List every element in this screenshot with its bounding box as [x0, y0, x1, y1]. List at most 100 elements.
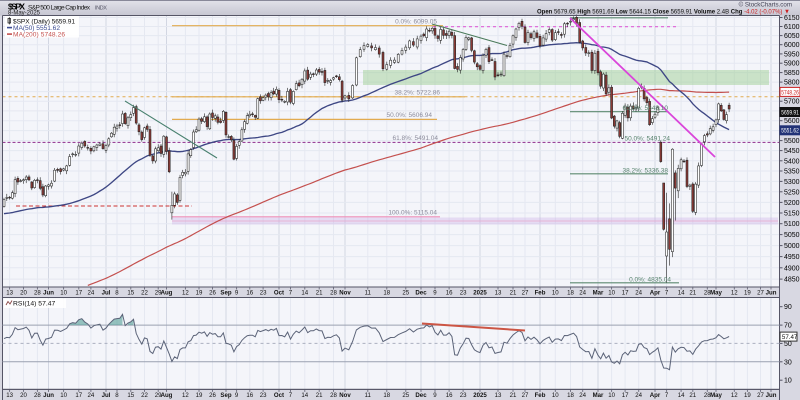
svg-text:15: 15 [127, 290, 134, 297]
svg-text:5748.26: 5748.26 [781, 89, 799, 96]
svg-text:6000: 6000 [784, 42, 800, 49]
svg-text:Dec: Dec [415, 392, 427, 399]
svg-text:Nov: Nov [339, 392, 351, 399]
svg-text:18: 18 [383, 290, 390, 297]
svg-text:21: 21 [510, 392, 517, 399]
svg-text:May: May [710, 392, 722, 399]
svg-text:5659.91: 5659.91 [781, 109, 799, 116]
svg-text:28: 28 [330, 392, 337, 399]
svg-text:5551.62: 5551.62 [781, 128, 799, 135]
svg-text:21: 21 [316, 392, 323, 399]
svg-text:8-May-2025: 8-May-2025 [8, 11, 41, 17]
svg-text:8: 8 [115, 290, 119, 297]
svg-text:23: 23 [260, 392, 267, 399]
svg-text:50.0%: 5491.24: 50.0%: 5491.24 [624, 136, 670, 143]
svg-text:Jun: Jun [766, 392, 777, 399]
svg-text:19: 19 [744, 290, 751, 297]
svg-text:5700: 5700 [784, 99, 800, 106]
svg-text:9: 9 [235, 290, 239, 297]
svg-text:61.8%: 5491.04: 61.8%: 5491.04 [392, 135, 438, 142]
svg-text:Aug: Aug [161, 290, 173, 297]
svg-text:18: 18 [567, 290, 574, 297]
svg-text:Dec: Dec [415, 290, 427, 297]
svg-text:26: 26 [209, 392, 216, 399]
svg-text:Jun: Jun [766, 290, 777, 297]
svg-text:16: 16 [246, 290, 253, 297]
svg-text:13: 13 [495, 392, 502, 399]
svg-text:25: 25 [402, 392, 409, 399]
svg-text:17: 17 [622, 392, 629, 399]
svg-text:5250: 5250 [784, 189, 800, 196]
svg-text:5100: 5100 [784, 221, 800, 228]
svg-text:17: 17 [622, 290, 629, 297]
svg-text:Apr: Apr [650, 290, 661, 297]
svg-text:23: 23 [260, 290, 267, 297]
svg-text:0.0%: 6099.05: 0.0%: 6099.05 [395, 19, 437, 26]
svg-text:5600: 5600 [784, 118, 800, 125]
svg-text:6050: 6050 [784, 33, 800, 40]
svg-text:10: 10 [608, 392, 615, 399]
svg-text:$SPX: $SPX [8, 2, 25, 12]
svg-text:5200: 5200 [784, 200, 800, 207]
svg-text:24: 24 [88, 290, 95, 297]
svg-text:S&P 500 Large Cap Index: S&P 500 Large Cap Index [28, 5, 91, 12]
svg-text:Oct: Oct [274, 392, 284, 399]
svg-text:5000: 5000 [784, 243, 800, 250]
svg-text:14: 14 [678, 290, 685, 297]
svg-text:14: 14 [678, 392, 685, 399]
svg-text:30: 30 [784, 359, 792, 366]
svg-text:Jul: Jul [102, 290, 111, 297]
svg-text:7: 7 [289, 290, 293, 297]
svg-text:9: 9 [433, 290, 437, 297]
svg-text:MA(50) 5551.62: MA(50) 5551.62 [13, 25, 60, 32]
svg-text:21: 21 [689, 392, 696, 399]
svg-text:Jun: Jun [43, 290, 54, 297]
svg-text:25: 25 [402, 290, 409, 297]
svg-text:18: 18 [567, 392, 574, 399]
svg-text:Feb: Feb [535, 290, 546, 297]
svg-text:Sep: Sep [220, 392, 231, 399]
svg-text:11: 11 [365, 392, 372, 399]
svg-text:50: 50 [784, 341, 792, 348]
svg-text:Mar: Mar [593, 392, 604, 399]
svg-text:Apr: Apr [650, 392, 661, 399]
svg-text:14: 14 [301, 290, 308, 297]
svg-text:90: 90 [784, 304, 792, 311]
svg-text:10: 10 [552, 290, 559, 297]
svg-text:27: 27 [757, 290, 764, 297]
svg-text:5950: 5950 [784, 51, 800, 58]
svg-text:12: 12 [731, 290, 738, 297]
svg-text:5800: 5800 [784, 80, 800, 87]
svg-text:26: 26 [209, 290, 216, 297]
svg-text:6100: 6100 [784, 24, 800, 31]
svg-text:24: 24 [579, 392, 586, 399]
svg-text:17: 17 [75, 392, 82, 399]
svg-text:28: 28 [34, 290, 41, 297]
svg-text:70: 70 [784, 323, 792, 330]
svg-text:24: 24 [88, 392, 95, 399]
svg-text:27: 27 [757, 392, 764, 399]
svg-text:RSI(14) 57.47: RSI(14) 57.47 [13, 301, 56, 308]
svg-text:28: 28 [704, 392, 711, 399]
svg-text:7: 7 [665, 392, 669, 399]
svg-text:19: 19 [744, 392, 751, 399]
svg-text:21: 21 [689, 290, 696, 297]
svg-text:16: 16 [246, 392, 253, 399]
svg-text:29: 29 [155, 392, 162, 399]
svg-text:11: 11 [365, 290, 372, 297]
svg-text:19: 19 [196, 392, 203, 399]
svg-text:22: 22 [141, 290, 148, 297]
svg-text:24: 24 [635, 290, 642, 297]
svg-text:5300: 5300 [784, 179, 800, 186]
svg-text:10: 10 [60, 392, 67, 399]
svg-text:Nov: Nov [339, 290, 351, 297]
svg-text:24: 24 [579, 290, 586, 297]
svg-text:20: 20 [20, 392, 27, 399]
svg-text:27: 27 [522, 290, 529, 297]
svg-text:5350: 5350 [784, 169, 800, 176]
svg-text:13: 13 [6, 392, 13, 399]
svg-text:28: 28 [34, 392, 41, 399]
svg-text:MA(200) 5748.26: MA(200) 5748.26 [13, 32, 65, 39]
svg-text:6150: 6150 [784, 15, 800, 22]
svg-text:14: 14 [301, 392, 308, 399]
